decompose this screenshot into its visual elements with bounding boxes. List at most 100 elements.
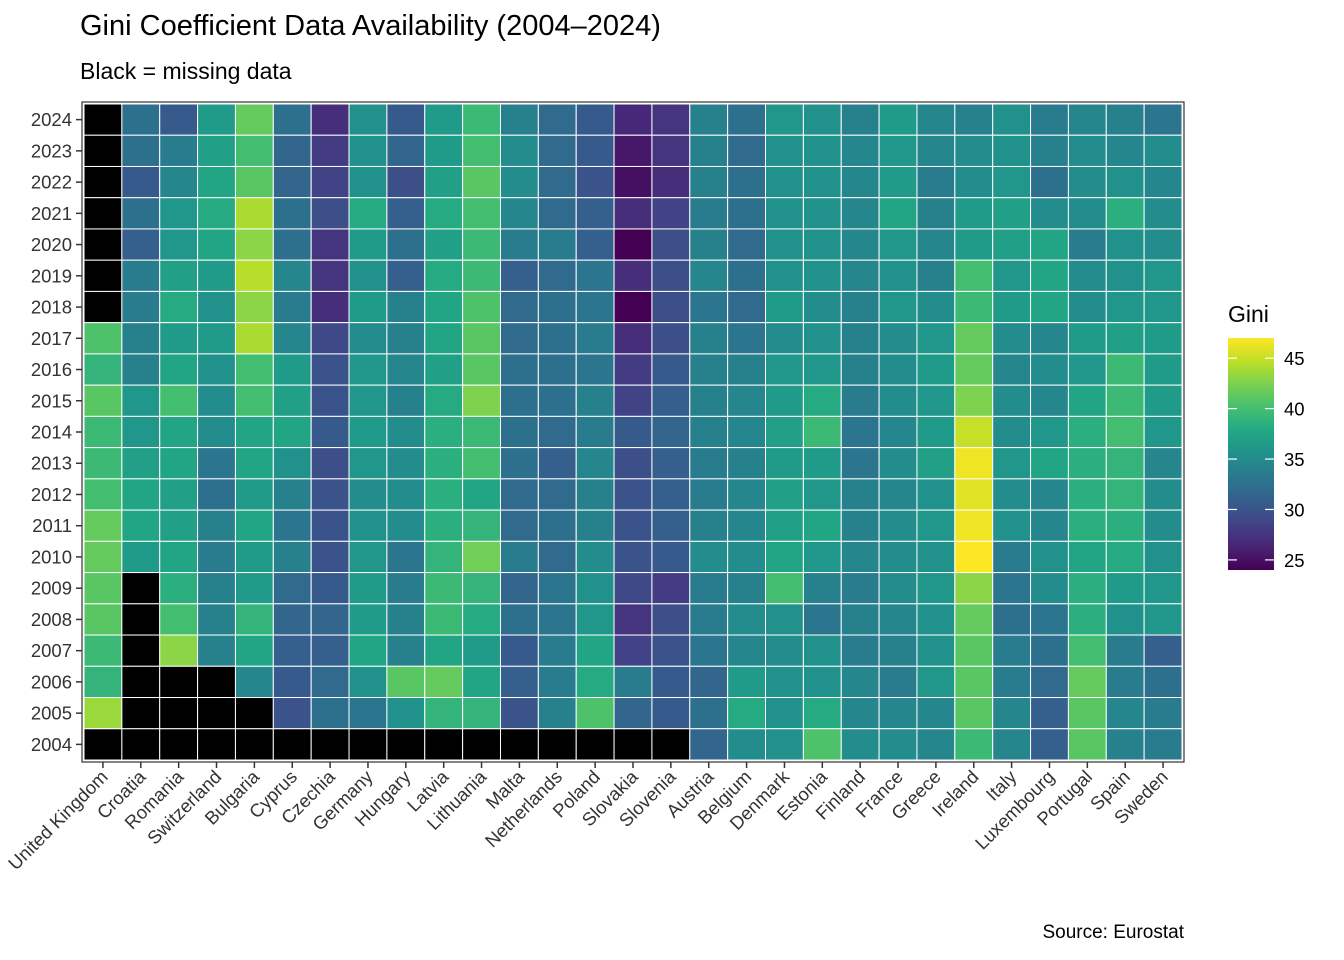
heatmap-cell: [916, 603, 956, 636]
heatmap-cell: [462, 634, 501, 667]
heatmap-cell: [234, 322, 274, 355]
heatmap-cell: [613, 322, 653, 355]
heatmap-cell: [310, 197, 350, 230]
heatmap-cell: [992, 572, 1032, 605]
heatmap-cell: [462, 165, 501, 199]
heatmap-cell: [424, 259, 464, 292]
heatmap-cell: [651, 197, 691, 230]
heatmap-cell: [1067, 478, 1107, 511]
heatmap-cell: [386, 415, 426, 449]
heatmap-cell: [954, 415, 994, 449]
heatmap-cell: [765, 603, 804, 636]
heatmap-cell: [1105, 353, 1145, 386]
heatmap-cell: [197, 447, 236, 480]
heatmap-cell: [83, 134, 123, 167]
y-tick-label: 2016: [31, 359, 72, 380]
heatmap-cell: [1067, 290, 1107, 324]
heatmap-cell: [840, 572, 880, 605]
heatmap-cell: [499, 322, 539, 355]
heatmap-cell: [1143, 572, 1183, 605]
heatmap-cell: [613, 165, 653, 199]
heatmap-cell: [310, 447, 350, 480]
heatmap-cell: [499, 415, 539, 449]
heatmap-cell: [310, 572, 350, 605]
heatmap-cells: [83, 103, 1183, 761]
heatmap-cell: [197, 509, 236, 542]
heatmap-cell: [462, 259, 501, 292]
heatmap-cell: [83, 384, 123, 417]
heatmap-cell: [1030, 572, 1069, 605]
heatmap-cell: [954, 634, 994, 667]
heatmap-cell: [840, 540, 880, 574]
heatmap-cell: [613, 259, 653, 292]
heatmap-cell: [802, 697, 842, 730]
heatmap-cell: [651, 572, 691, 605]
heatmap-cell: [802, 290, 842, 324]
heatmap-cell: [499, 697, 539, 730]
heatmap-cell: [954, 384, 994, 417]
heatmap-cell: [1143, 447, 1183, 480]
heatmap-cell: [575, 697, 615, 730]
heatmap-cell: [1105, 165, 1145, 199]
heatmap-cell: [272, 384, 312, 417]
heatmap-cell: [1067, 228, 1107, 261]
y-tick-label: 2022: [31, 172, 72, 193]
heatmap-cell: [234, 353, 274, 386]
heatmap-cell: [272, 197, 312, 230]
heatmap-cell: [878, 134, 918, 167]
heatmap-cell: [197, 634, 236, 667]
y-tick-label: 2005: [31, 703, 72, 724]
heatmap-cell: [575, 603, 615, 636]
heatmap-cell: [992, 259, 1032, 292]
heatmap-cell: [613, 103, 653, 136]
heatmap-cell: [348, 415, 388, 449]
heatmap-cell: [1030, 259, 1069, 292]
heatmap-cell: [121, 415, 161, 449]
heatmap-cell: [462, 697, 501, 730]
heatmap-cell: [272, 509, 312, 542]
heatmap-cell: [954, 572, 994, 605]
heatmap-cell: [310, 634, 350, 667]
heatmap-cell: [197, 290, 236, 324]
heatmap-cell: [878, 728, 918, 761]
heatmap-cell: [992, 447, 1032, 480]
heatmap-cell: [272, 634, 312, 667]
heatmap-cell: [424, 322, 464, 355]
heatmap-cell: [83, 603, 123, 636]
heatmap-cell: [1030, 634, 1069, 667]
heatmap-cell: [878, 572, 918, 605]
heatmap-cell: [916, 634, 956, 667]
heatmap-cell: [916, 322, 956, 355]
heatmap-cell: [386, 134, 426, 167]
heatmap-cell: [575, 290, 615, 324]
heatmap-cell: [386, 353, 426, 386]
heatmap-cell: [575, 665, 615, 699]
heatmap-cell: [272, 665, 312, 699]
y-tick-label: 2011: [32, 515, 72, 536]
heatmap-cell: [992, 697, 1032, 730]
heatmap-cell: [121, 634, 161, 667]
heatmap-cell: [348, 290, 388, 324]
heatmap-cell: [954, 603, 994, 636]
heatmap-cell: [386, 634, 426, 667]
heatmap-cell: [727, 353, 767, 386]
heatmap-cell: [651, 540, 691, 574]
heatmap-cell: [348, 509, 388, 542]
heatmap-cell: [272, 697, 312, 730]
heatmap-cell: [575, 197, 615, 230]
heatmap-cell: [916, 665, 956, 699]
heatmap-cell: [159, 103, 199, 136]
heatmap-cell: [537, 103, 577, 136]
heatmap-cell: [234, 478, 274, 511]
heatmap-cell: [537, 697, 577, 730]
heatmap-cell: [310, 353, 350, 386]
heatmap-cell: [802, 665, 842, 699]
heatmap-cell: [1030, 509, 1069, 542]
heatmap-cell: [159, 540, 199, 574]
heatmap-cell: [992, 728, 1032, 761]
heatmap-cell: [878, 509, 918, 542]
heatmap-cell: [537, 415, 577, 449]
heatmap-cell: [121, 290, 161, 324]
heatmap-cell: [272, 103, 312, 136]
heatmap-cell: [121, 165, 161, 199]
